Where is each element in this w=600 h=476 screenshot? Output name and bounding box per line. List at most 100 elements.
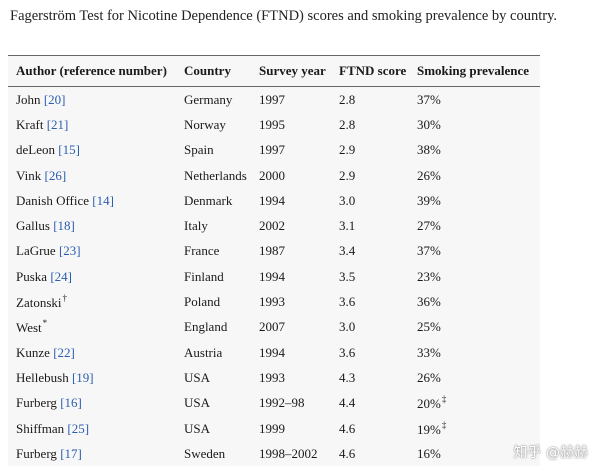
country-cell: Austria	[184, 344, 223, 360]
country-cell: Finland	[184, 268, 224, 284]
country-cell: Italy	[184, 218, 208, 234]
survey-year-cell: 1994	[259, 192, 285, 208]
country-cell: USA	[184, 395, 211, 411]
table-row: West* England 2007 3.0 25%	[8, 315, 540, 340]
footnote-marker: *	[42, 318, 48, 329]
ftnd-score-cell: 4.6	[339, 420, 356, 436]
reference-link[interactable]: [19]	[71, 369, 94, 385]
survey-year-cell: 1997	[259, 142, 285, 158]
author-name: Shiffman	[16, 420, 65, 436]
smoking-prevalence-cell: 25%	[409, 315, 540, 340]
survey-year-cell: 2007	[259, 319, 285, 335]
reference-link[interactable]: [18]	[53, 218, 75, 234]
prevalence-value: 38%	[417, 142, 441, 158]
author-cell: Zatonski†	[8, 289, 176, 314]
table-row: Shiffman [25] USA 1999 4.6 19%‡	[8, 416, 540, 441]
reference-link[interactable]: [14]	[92, 192, 114, 208]
smoking-prevalence-cell: 26%	[409, 163, 540, 188]
ftnd-score-cell: 3.6	[339, 294, 356, 310]
header-survey-year: Survey year	[251, 56, 331, 87]
smoking-prevalence-cell: 27%	[409, 213, 540, 238]
ftnd-score-cell: 2.8	[339, 91, 356, 107]
prevalence-value: 26%	[417, 167, 441, 183]
author-cell: Furberg [16]	[8, 391, 176, 416]
prevalence-value: 16%	[417, 445, 441, 461]
reference-link[interactable]: [17]	[60, 445, 82, 461]
smoking-prevalence-cell: 23%	[409, 264, 540, 289]
country-cell: Sweden	[184, 445, 226, 461]
footnote-marker: ‡	[441, 394, 447, 405]
header-ftnd-score: FTND score	[331, 56, 409, 87]
ftnd-score-cell: 4.4	[339, 395, 356, 411]
ftnd-score-cell: 2.9	[339, 167, 356, 183]
survey-year-cell: 1997	[259, 91, 285, 107]
reference-link[interactable]: [21]	[46, 116, 69, 132]
country-cell: England	[184, 319, 228, 335]
table-row: Zatonski† Poland 1993 3.6 36%	[8, 289, 540, 314]
header-smoking-prevalence: Smoking prevalence	[409, 56, 540, 87]
table-row: Gallus [18] Italy 2002 3.1 27%	[8, 213, 540, 238]
reference-link[interactable]: [26]	[44, 167, 67, 183]
author-name: Kunze	[16, 344, 50, 360]
survey-year-cell: 1987	[259, 243, 285, 259]
author-name: Danish Office	[16, 192, 90, 208]
country-cell: USA	[184, 369, 211, 385]
reference-link[interactable]: [15]	[58, 142, 80, 158]
table-header-row: Author (reference number) Country Survey…	[8, 56, 540, 87]
author-cell: Furberg [17]	[8, 441, 176, 466]
ftnd-score-cell: 2.9	[339, 142, 356, 158]
prevalence-value: 33%	[417, 344, 441, 360]
author-cell: Gallus [18]	[8, 213, 176, 238]
ftnd-score-cell: 3.1	[339, 218, 356, 234]
author-cell: Hellebush [19]	[8, 365, 176, 390]
survey-year-cell: 1994	[259, 268, 285, 284]
author-name: West	[16, 320, 42, 336]
table-caption: Fagerström Test for Nicotine Dependence …	[10, 8, 557, 24]
survey-year-cell: 1995	[259, 116, 285, 132]
author-name: deLeon	[16, 142, 55, 158]
author-cell: Danish Office [14]	[8, 188, 176, 213]
ftnd-score-cell: 3.0	[339, 319, 356, 335]
table-row: John [20] Germany 1997 2.8 37%	[8, 87, 540, 113]
survey-year-cell: 1994	[259, 344, 285, 360]
country-cell: Denmark	[184, 192, 233, 208]
smoking-prevalence-cell: 26%	[409, 365, 540, 390]
table-row: Furberg [16] USA 1992–98 4.4 20%‡	[8, 391, 540, 416]
smoking-prevalence-cell: 19%‡	[409, 416, 540, 441]
survey-year-cell: 1992–98	[259, 395, 305, 411]
prevalence-value: 39%	[417, 192, 441, 208]
ftnd-table: Author (reference number) Country Survey…	[8, 55, 540, 467]
author-cell: deLeon [15]	[8, 138, 176, 163]
survey-year-cell: 2002	[259, 218, 285, 234]
table-row: Kraft [21] Norway 1995 2.8 30%	[8, 112, 540, 137]
survey-year-cell: 1993	[259, 369, 285, 385]
reference-link[interactable]: [23]	[58, 243, 81, 259]
table-row: Puska [24] Finland 1994 3.5 23%	[8, 264, 540, 289]
footnote-marker: †	[62, 293, 68, 304]
reference-link[interactable]: [25]	[67, 420, 90, 436]
author-name: Zatonski	[16, 295, 62, 311]
author-cell: West*	[8, 315, 176, 340]
reference-link[interactable]: [20]	[43, 91, 66, 107]
reference-link[interactable]: [22]	[53, 344, 75, 360]
author-cell: Vink [26]	[8, 163, 176, 188]
footnote-marker: ‡	[441, 419, 447, 430]
prevalence-value: 37%	[417, 243, 441, 259]
table-row: Vink [26] Netherlands 2000 2.9 26%	[8, 163, 540, 188]
author-name: LaGrue	[16, 243, 56, 259]
ftnd-score-cell: 3.0	[339, 192, 356, 208]
table-row: Danish Office [14] Denmark 1994 3.0 39%	[8, 188, 540, 213]
prevalence-value: 36%	[417, 294, 441, 310]
smoking-prevalence-cell: 16%	[409, 441, 540, 466]
reference-link[interactable]: [16]	[60, 395, 82, 411]
survey-year-cell: 1999	[259, 420, 285, 436]
prevalence-value: 20%	[417, 396, 441, 412]
prevalence-value: 26%	[417, 369, 441, 385]
prevalence-value: 27%	[417, 218, 441, 234]
country-cell: Norway	[184, 116, 226, 132]
author-name: John	[16, 91, 41, 107]
smoking-prevalence-cell: 36%	[409, 289, 540, 314]
ftnd-score-cell: 2.8	[339, 116, 356, 132]
survey-year-cell: 1998–2002	[259, 445, 318, 461]
reference-link[interactable]: [24]	[50, 268, 72, 284]
